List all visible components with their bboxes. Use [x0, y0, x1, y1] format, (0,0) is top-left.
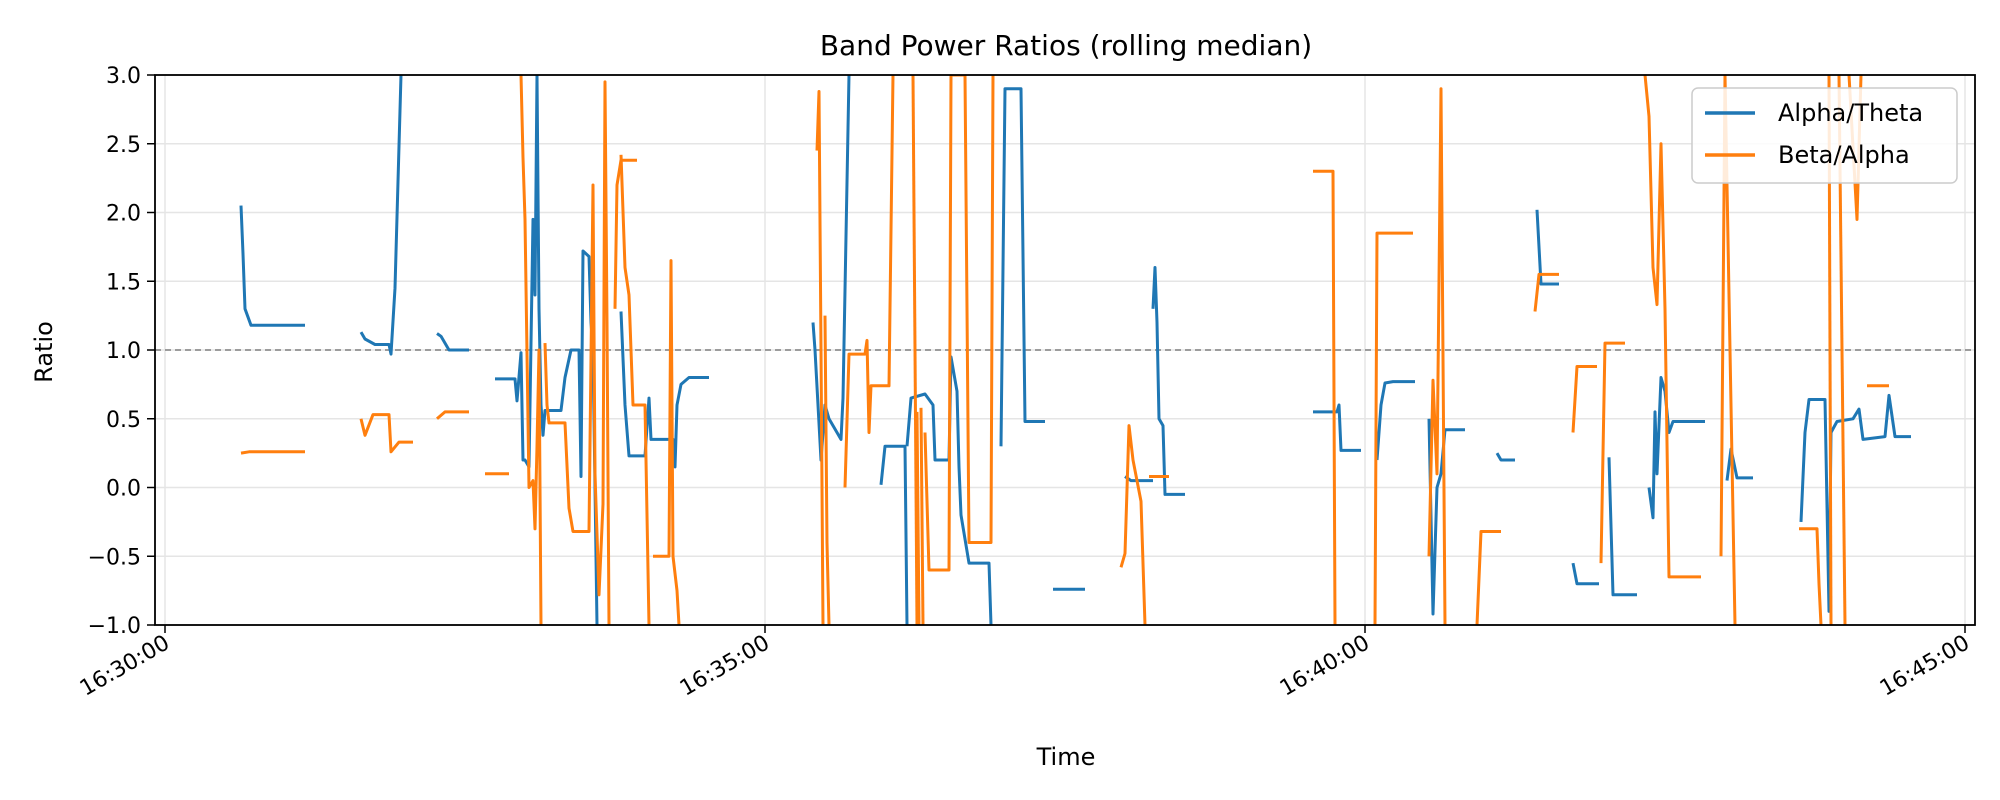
- series-line-segment: [619, 154, 651, 625]
- x-tick-label: 16:40:00: [1276, 631, 1374, 702]
- chart-title: Band Power Ratios (rolling median): [820, 29, 1312, 62]
- series-line-segment: [619, 311, 709, 469]
- series-line-segment: [543, 80, 611, 625]
- series-line-segment: [923, 75, 995, 572]
- series-line-segment: [1647, 376, 1705, 520]
- series-line-segment: [811, 75, 851, 462]
- series-line-segment: [1119, 424, 1147, 625]
- legend-box: [1691, 87, 1958, 184]
- series-line-segment: [359, 413, 413, 454]
- series-line-segment: [1535, 209, 1559, 286]
- series-line-segment: [1571, 365, 1597, 433]
- series-line-segment: [1495, 452, 1515, 462]
- series-line-segment: [1313, 403, 1361, 452]
- series-line-segment: [1151, 266, 1185, 496]
- y-tick-label: 1.5: [106, 270, 141, 295]
- y-tick-label: −0.5: [88, 545, 141, 570]
- series-line-segment: [436, 410, 469, 420]
- series-line-segment: [359, 75, 403, 356]
- series-line-segment: [1799, 527, 1823, 625]
- x-tick-label: 16:35:00: [676, 631, 774, 702]
- y-tick-label: 0.5: [106, 408, 141, 433]
- y-tick-label: 2.5: [106, 133, 141, 158]
- series-line-segment: [999, 87, 1045, 447]
- series-line-segment: [436, 332, 469, 352]
- y-axis-label: Ratio: [30, 321, 58, 383]
- series-line-segment: [915, 411, 921, 625]
- legend: Alpha/Theta Beta/Alpha: [1691, 87, 1958, 184]
- series-line-segment: [1427, 418, 1465, 616]
- series-line-segment: [1375, 380, 1415, 461]
- series-line-segment: [1427, 87, 1447, 625]
- series-line-segment: [815, 90, 825, 625]
- legend-label-alpha-theta: Alpha/Theta: [1778, 99, 1923, 127]
- series-line-segment: [1719, 75, 1737, 625]
- series-line-segment: [653, 259, 681, 625]
- series-line-segment: [1533, 272, 1559, 312]
- series-line-segment: [1725, 447, 1753, 481]
- series-line-segment: [1643, 75, 1701, 579]
- series-line-segment: [1599, 341, 1625, 564]
- series-line-segment: [823, 315, 831, 625]
- x-axis-label: Time: [1036, 743, 1096, 771]
- series-layer: [239, 75, 1911, 625]
- series-line-segment: [613, 158, 637, 309]
- plot-frame: [154, 74, 1976, 626]
- y-tick-label: −1.0: [88, 614, 141, 639]
- series-line-segment: [843, 75, 895, 488]
- series-line-segment: [919, 407, 925, 625]
- series-alpha-theta: [239, 75, 1911, 625]
- y-tick-label: 1.0: [106, 339, 141, 364]
- series-line-segment: [239, 205, 305, 327]
- series-line-segment: [1124, 475, 1153, 483]
- series-line-segment: [1373, 231, 1413, 625]
- series-line-segment: [1799, 393, 1911, 613]
- series-line-segment: [1571, 562, 1599, 586]
- y-tick-label: 3.0: [106, 64, 141, 89]
- series-line-segment: [1607, 457, 1637, 597]
- series-line-segment: [495, 75, 599, 625]
- series-line-segment: [1313, 169, 1337, 625]
- x-tick-label: 16:30:00: [76, 631, 174, 702]
- legend-label-beta-alpha: Beta/Alpha: [1778, 141, 1910, 169]
- series-line-segment: [519, 75, 543, 625]
- series-line-segment: [240, 450, 305, 455]
- y-tick-label: 0.0: [106, 477, 141, 502]
- series-line-segment: [911, 75, 919, 625]
- series-line-segment: [879, 444, 909, 625]
- y-tick-label: 2.0: [106, 202, 141, 227]
- series-line-segment: [1475, 530, 1501, 625]
- x-tick-label: 16:45:00: [1876, 631, 1974, 702]
